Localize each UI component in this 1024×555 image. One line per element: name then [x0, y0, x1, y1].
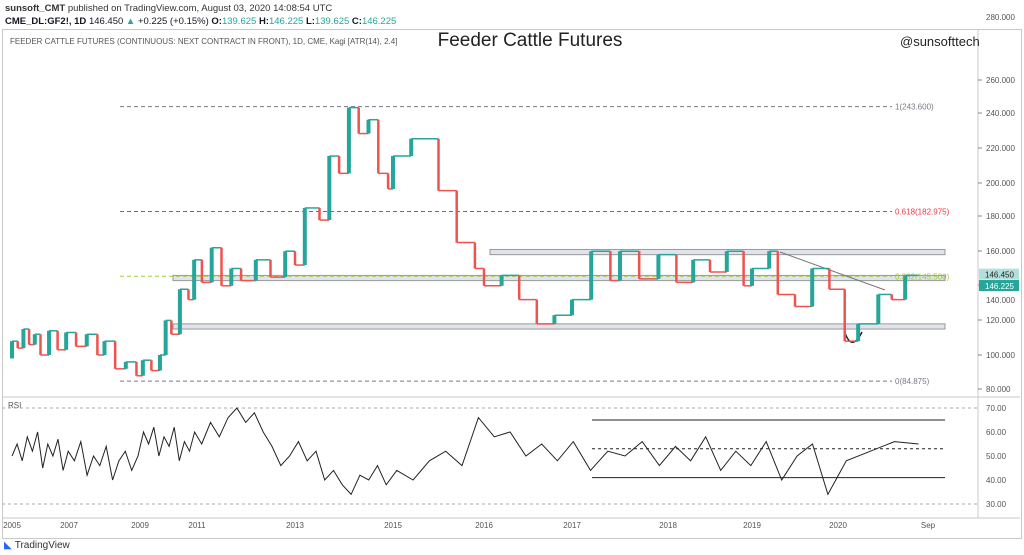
chart-subtitle: FEEDER CATTLE FUTURES (CONTINUOUS: NEXT …	[10, 37, 397, 46]
support-zone	[172, 323, 946, 330]
symbol: CME_DL:GF2!, 1D	[5, 16, 87, 27]
publish-text: published on TradingView.com, August 03,…	[67, 3, 333, 14]
close-price-label: 146.225	[985, 282, 1014, 291]
y-tick-label: 260.000	[986, 76, 1015, 85]
change: +0.225 (+0.15%)	[137, 16, 209, 27]
brand[interactable]: TradingView	[14, 540, 70, 551]
y-tick-label: 80.000	[986, 385, 1011, 394]
rsi-tick-label: 40.00	[986, 476, 1007, 485]
footer: ◣ TradingView	[4, 540, 70, 551]
x-tick-label: 2005	[3, 521, 21, 530]
x-tick-label: 2016	[475, 521, 493, 530]
y-tick-label: 140.000	[986, 296, 1015, 305]
x-tick-label: 2015	[384, 521, 402, 530]
publish-info: sunsoft_CMT published on TradingView.com…	[5, 3, 332, 14]
rsi-tick-label: 50.00	[986, 452, 1007, 461]
y-tick-label: 100.000	[986, 351, 1015, 360]
x-tick-label: 2020	[829, 521, 847, 530]
chart-title: Feeder Cattle Futures	[438, 30, 623, 51]
last-price: 146.450	[88, 16, 124, 27]
l-label: L:	[305, 16, 315, 27]
bottom-arc	[844, 331, 863, 343]
c-label: C:	[351, 16, 362, 27]
support-zone	[489, 248, 946, 256]
trendline	[779, 251, 886, 291]
y-tick-label: 280.000	[986, 13, 1015, 22]
y-tick-label: 160.000	[986, 247, 1015, 256]
watermark: @sunsofttech	[900, 34, 980, 49]
fib-level-label: 0.382(145.500)	[895, 272, 950, 281]
x-tick-label: 2011	[188, 521, 206, 530]
tradingview-logo-icon: ◣	[4, 540, 12, 551]
fib-level-label: 0.618(182.975)	[895, 207, 950, 216]
y-tick-label: 120.000	[986, 316, 1015, 325]
low: 139.625	[314, 16, 350, 27]
last-price-tag	[979, 268, 1019, 280]
rsi-tick-label: 30.00	[986, 500, 1007, 509]
ohlc-bar: CME_DL:GF2!, 1D 146.450 ▲ +0.225 (+0.15%…	[5, 16, 396, 27]
rsi-line	[11, 407, 919, 496]
up-arrow-icon: ▲	[125, 16, 136, 27]
x-tick-label: 2018	[659, 521, 677, 530]
o-label: O:	[211, 16, 222, 27]
last-price-label: 146.450	[985, 271, 1014, 280]
rsi-tick-label: 60.00	[986, 428, 1007, 437]
close-price-tag	[979, 280, 1019, 292]
x-tick-label: Sep	[921, 521, 936, 530]
x-tick-label: 2017	[563, 521, 581, 530]
fib-level-label: 1(243.600)	[895, 103, 934, 112]
support-zone	[172, 274, 946, 282]
rsi-title: RSI	[8, 401, 21, 410]
x-tick-label: 2009	[131, 521, 149, 530]
y-tick-label: 180.000	[986, 212, 1015, 221]
close: 146.225	[361, 16, 397, 27]
fib-level-label: 0(84.875)	[895, 377, 930, 386]
author[interactable]: sunsoft_CMT	[5, 3, 66, 14]
open: 139.625	[221, 16, 257, 27]
x-tick-label: 2013	[286, 521, 304, 530]
h-label: H:	[258, 16, 269, 27]
x-tick-label: 2019	[743, 521, 761, 530]
chart-frame	[2, 29, 1022, 539]
y-tick-label: 220.000	[986, 144, 1015, 153]
y-tick-label: 240.000	[986, 109, 1015, 118]
x-tick-label: 2007	[60, 521, 78, 530]
rsi-tick-label: 70.00	[986, 404, 1007, 413]
high: 146.225	[268, 16, 304, 27]
y-tick-label: 200.000	[986, 179, 1015, 188]
